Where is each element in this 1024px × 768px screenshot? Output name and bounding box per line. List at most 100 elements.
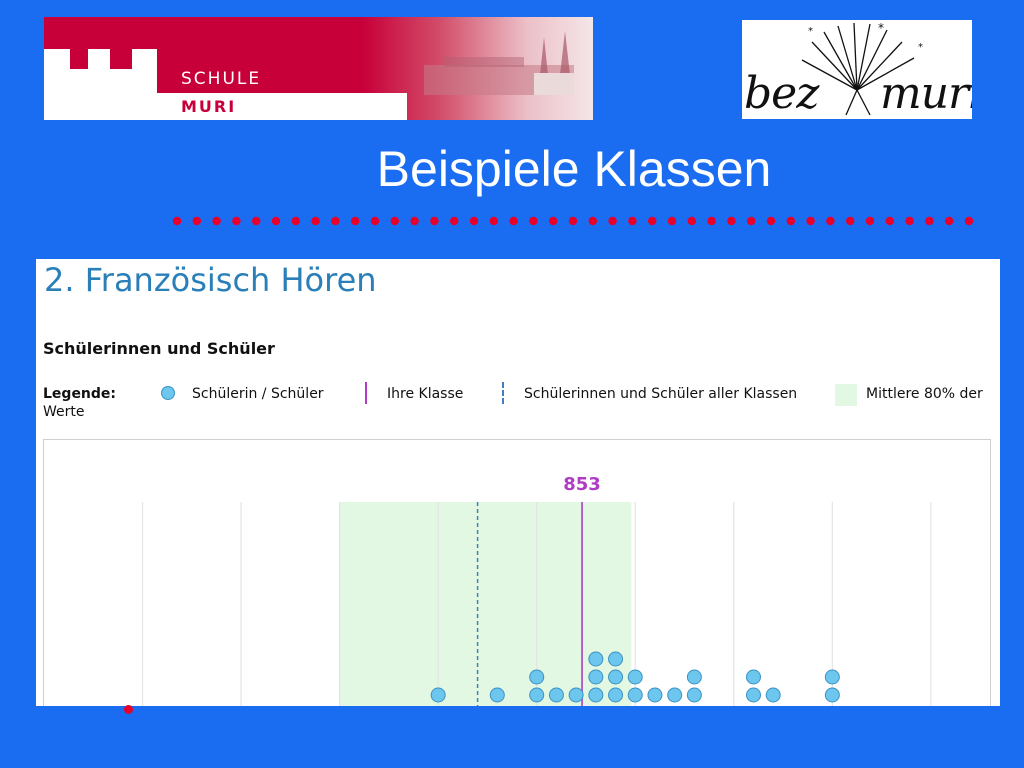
student-dot	[608, 687, 624, 703]
bez-muri-logo: * * * bez muri	[742, 20, 972, 119]
divider-dot	[964, 216, 974, 226]
divider-dot	[370, 216, 380, 226]
divider-dot	[331, 216, 340, 226]
student-dot	[588, 669, 604, 685]
logo-town-label: MURI	[181, 97, 237, 116]
divider-dot	[509, 216, 518, 226]
divider-dot	[469, 216, 479, 226]
logo-text-band	[157, 93, 407, 120]
monastery-silhouette	[424, 31, 574, 95]
student-dot	[489, 687, 505, 703]
divider-dot	[905, 216, 914, 226]
legend-student-dot-icon	[161, 386, 175, 400]
student-dot	[568, 687, 584, 703]
divider-dot	[489, 216, 498, 226]
student-dot	[608, 651, 624, 667]
logo-battlement-merlon	[132, 49, 157, 71]
divider-dot	[667, 216, 677, 226]
divider-dot	[846, 216, 855, 226]
plot-frame: 853	[43, 439, 991, 706]
divider-dot	[806, 216, 815, 226]
student-dot	[608, 669, 624, 685]
logo-battlement-merlon	[88, 49, 110, 71]
divider-dot	[212, 216, 221, 226]
divider-dot	[628, 216, 637, 226]
red-marker-dot	[124, 705, 133, 714]
divider-dot	[549, 216, 558, 226]
student-dot	[627, 687, 643, 703]
svg-text:*: *	[918, 42, 923, 53]
class-mean-label: 853	[563, 474, 601, 495]
legend-all-classes-line-icon	[502, 382, 504, 404]
divider-dot	[529, 216, 538, 226]
student-dot	[529, 669, 545, 685]
divider-dot	[252, 216, 261, 226]
divider-dot	[568, 216, 578, 226]
dotted-divider	[172, 216, 974, 226]
divider-dot	[727, 216, 736, 226]
bez-logo-right-word: muri	[880, 68, 972, 119]
svg-text:*: *	[878, 21, 884, 35]
student-dot	[824, 669, 840, 685]
legend-heading: Legende:	[43, 386, 117, 402]
student-dot	[746, 687, 761, 703]
schule-muri-logo: SCHULE MURI	[44, 17, 593, 120]
dot-plot: 853	[141, 474, 932, 706]
panel-title: 2. Französisch Hören	[44, 261, 377, 299]
legend-class-line-icon	[365, 382, 367, 404]
student-dot	[430, 687, 446, 703]
legend-student-label: Schülerin / Schüler	[192, 386, 324, 402]
legend-middle-band-label: Mittlere 80% der	[866, 386, 983, 402]
divider-dot	[311, 216, 320, 226]
student-dot	[667, 687, 683, 703]
divider-dot	[232, 216, 241, 226]
middle-band	[339, 502, 632, 706]
legend: Legende: Werte Schülerin / Schüler Ihre …	[43, 382, 995, 426]
chart-panel: 2. Französisch Hören Schülerinnen und Sc…	[36, 259, 1000, 706]
divider-dot	[430, 216, 439, 226]
student-dot	[686, 669, 702, 685]
student-dot	[627, 669, 643, 685]
divider-dot	[826, 216, 835, 226]
divider-dot	[450, 216, 459, 226]
student-dot	[529, 687, 545, 703]
logo-school-label: SCHULE	[181, 69, 262, 89]
student-dot	[647, 687, 663, 703]
student-dot	[588, 687, 604, 703]
legend-middle-band-swatch	[835, 384, 857, 406]
divider-dot	[786, 216, 795, 226]
divider-dot	[707, 216, 716, 226]
bez-logo-left-word: bez	[744, 68, 819, 119]
student-dot	[548, 687, 564, 703]
student-dot	[765, 687, 781, 703]
divider-dot	[925, 216, 934, 226]
divider-dot	[687, 216, 696, 226]
divider-dot	[351, 216, 360, 226]
logo-battlement-block	[44, 69, 157, 120]
legend-class-label: Ihre Klasse	[387, 386, 464, 402]
student-dot	[588, 651, 604, 667]
student-dot	[746, 669, 761, 685]
firework-icon: * * *	[801, 21, 923, 116]
divider-dot	[172, 216, 182, 226]
divider-dot	[192, 216, 201, 226]
divider-dot	[390, 216, 399, 226]
divider-dot	[945, 216, 954, 226]
legend-heading-continuation: Werte	[43, 404, 85, 420]
panel-subtitle: Schülerinnen und Schüler	[43, 339, 275, 358]
student-dot	[686, 687, 702, 703]
slide-title: Beispiele Klassen	[376, 141, 772, 197]
svg-text:*: *	[808, 26, 813, 37]
divider-dot	[865, 216, 875, 226]
legend-all-classes-label: Schülerinnen und Schüler aller Klassen	[524, 386, 798, 402]
divider-dot	[588, 216, 597, 226]
divider-dot	[271, 216, 281, 226]
divider-dot	[291, 216, 300, 226]
student-dot	[824, 687, 840, 703]
logo-battlement-merlon	[44, 49, 70, 71]
divider-dot	[747, 216, 756, 226]
divider-dot	[766, 216, 776, 226]
divider-dot	[410, 216, 419, 226]
divider-dot	[608, 216, 617, 226]
divider-dot	[648, 216, 657, 226]
